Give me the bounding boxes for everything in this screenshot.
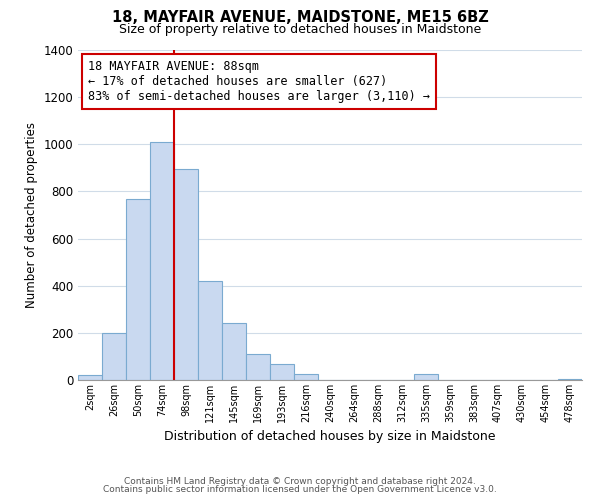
Bar — [102, 333, 126, 380]
Bar — [150, 142, 174, 380]
Bar — [294, 374, 318, 380]
Bar — [270, 364, 294, 380]
Text: Size of property relative to detached houses in Maidstone: Size of property relative to detached ho… — [119, 22, 481, 36]
Bar — [558, 379, 582, 380]
Bar — [78, 376, 102, 380]
Text: Contains HM Land Registry data © Crown copyright and database right 2024.: Contains HM Land Registry data © Crown c… — [124, 477, 476, 486]
Text: 18 MAYFAIR AVENUE: 88sqm
← 17% of detached houses are smaller (627)
83% of semi-: 18 MAYFAIR AVENUE: 88sqm ← 17% of detach… — [88, 60, 430, 103]
Bar — [414, 374, 438, 380]
Y-axis label: Number of detached properties: Number of detached properties — [25, 122, 38, 308]
Text: 18, MAYFAIR AVENUE, MAIDSTONE, ME15 6BZ: 18, MAYFAIR AVENUE, MAIDSTONE, ME15 6BZ — [112, 10, 488, 25]
Bar — [174, 169, 198, 380]
Bar — [126, 198, 150, 380]
Bar — [246, 354, 270, 380]
Text: Contains public sector information licensed under the Open Government Licence v3: Contains public sector information licen… — [103, 485, 497, 494]
Bar — [222, 324, 246, 380]
X-axis label: Distribution of detached houses by size in Maidstone: Distribution of detached houses by size … — [164, 430, 496, 444]
Bar — [198, 281, 222, 380]
